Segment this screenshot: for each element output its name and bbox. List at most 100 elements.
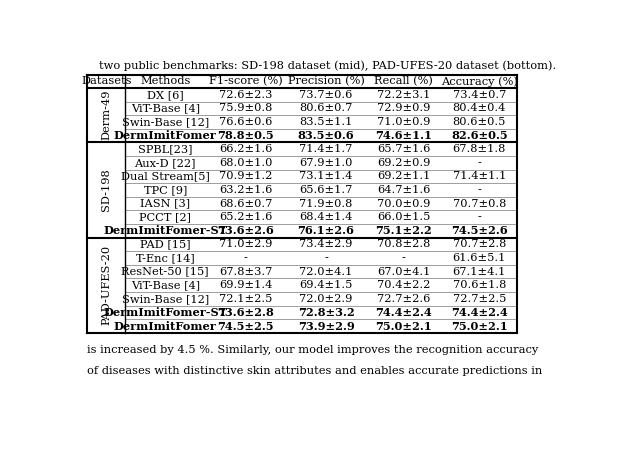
Text: DermImitFomer: DermImitFomer xyxy=(114,320,217,331)
Text: 67.8±1.8: 67.8±1.8 xyxy=(452,144,506,154)
Text: 71.9±0.8: 71.9±0.8 xyxy=(300,199,353,208)
Text: DermImitFomer-ST: DermImitFomer-ST xyxy=(103,307,227,318)
Text: -: - xyxy=(324,253,328,263)
Text: 83.5±1.1: 83.5±1.1 xyxy=(300,117,353,127)
Text: 71.0±0.9: 71.0±0.9 xyxy=(377,117,431,127)
Text: 73.1±1.4: 73.1±1.4 xyxy=(300,171,353,181)
Text: 70.0±0.9: 70.0±0.9 xyxy=(377,199,431,208)
Text: 73.7±0.6: 73.7±0.6 xyxy=(300,90,353,100)
Text: 72.7±2.6: 72.7±2.6 xyxy=(377,294,431,304)
Text: PAD [15]: PAD [15] xyxy=(140,240,191,249)
Text: 63.2±1.6: 63.2±1.6 xyxy=(219,185,273,195)
Text: 65.2±1.6: 65.2±1.6 xyxy=(219,212,273,222)
Text: 69.4±1.5: 69.4±1.5 xyxy=(300,280,353,290)
Text: 76.6±0.6: 76.6±0.6 xyxy=(219,117,273,127)
Text: 73.4±0.7: 73.4±0.7 xyxy=(452,90,506,100)
Text: 69.2±0.9: 69.2±0.9 xyxy=(377,158,431,168)
Text: 70.6±1.8: 70.6±1.8 xyxy=(452,280,506,290)
Text: 65.6±1.7: 65.6±1.7 xyxy=(300,185,353,195)
Text: 71.4±1.7: 71.4±1.7 xyxy=(300,144,353,154)
Text: 70.9±1.2: 70.9±1.2 xyxy=(219,171,273,181)
Text: Swin-Base [12]: Swin-Base [12] xyxy=(122,117,209,127)
Text: 72.2±3.1: 72.2±3.1 xyxy=(377,90,431,100)
Text: TPC [9]: TPC [9] xyxy=(143,185,187,195)
Text: Accuracy (%): Accuracy (%) xyxy=(441,76,518,86)
Text: two public benchmarks: SD-198 dataset (mid), PAD-UFES-20 dataset (bottom).: two public benchmarks: SD-198 dataset (m… xyxy=(99,61,557,71)
Text: 67.8±3.7: 67.8±3.7 xyxy=(219,267,273,277)
Text: Datasets: Datasets xyxy=(81,76,132,86)
Text: 66.0±1.5: 66.0±1.5 xyxy=(377,212,431,222)
Text: 74.6±1.1: 74.6±1.1 xyxy=(376,130,433,141)
Text: Swin-Base [12]: Swin-Base [12] xyxy=(122,294,209,304)
Text: 69.2±1.1: 69.2±1.1 xyxy=(377,171,431,181)
Text: PCCT [2]: PCCT [2] xyxy=(140,212,191,222)
Text: 68.6±0.7: 68.6±0.7 xyxy=(219,199,273,208)
Text: T-Enc [14]: T-Enc [14] xyxy=(136,253,195,263)
Text: 72.7±2.5: 72.7±2.5 xyxy=(452,294,506,304)
Text: 66.2±1.6: 66.2±1.6 xyxy=(219,144,273,154)
Text: 68.4±1.4: 68.4±1.4 xyxy=(300,212,353,222)
Text: SPBL[23]: SPBL[23] xyxy=(138,144,193,154)
Text: Methods: Methods xyxy=(140,76,191,86)
Text: 83.5±0.6: 83.5±0.6 xyxy=(298,130,355,141)
Text: is increased by 4.5 %. Similarly, our model improves the recognition accuracy: is increased by 4.5 %. Similarly, our mo… xyxy=(88,345,539,355)
Text: 70.7±0.8: 70.7±0.8 xyxy=(452,199,506,208)
Text: 82.6±0.5: 82.6±0.5 xyxy=(451,130,508,141)
Text: -: - xyxy=(477,185,481,195)
Text: -: - xyxy=(402,253,406,263)
Text: 72.0±4.1: 72.0±4.1 xyxy=(300,267,353,277)
Text: Precision (%): Precision (%) xyxy=(287,76,364,86)
Text: of diseases with distinctive skin attributes and enables accurate predictions in: of diseases with distinctive skin attrib… xyxy=(88,366,543,376)
Text: Derm-49: Derm-49 xyxy=(101,90,111,140)
Text: 71.4±1.1: 71.4±1.1 xyxy=(452,171,506,181)
Text: 74.4±2.4: 74.4±2.4 xyxy=(376,307,432,318)
Text: 80.6±0.5: 80.6±0.5 xyxy=(452,117,506,127)
Text: 80.4±0.4: 80.4±0.4 xyxy=(452,103,506,113)
Text: 61.6±5.1: 61.6±5.1 xyxy=(452,253,506,263)
Text: Recall (%): Recall (%) xyxy=(374,76,433,86)
Text: ViT-Base [4]: ViT-Base [4] xyxy=(131,280,200,290)
Text: 73.4±2.9: 73.4±2.9 xyxy=(300,240,353,249)
Text: ViT-Base [4]: ViT-Base [4] xyxy=(131,103,200,113)
Text: 72.1±2.5: 72.1±2.5 xyxy=(219,294,273,304)
Text: 73.6±2.6: 73.6±2.6 xyxy=(218,225,274,236)
Text: -: - xyxy=(477,158,481,168)
Text: 72.9±0.9: 72.9±0.9 xyxy=(377,103,431,113)
Text: 75.9±0.8: 75.9±0.8 xyxy=(219,103,273,113)
Text: Dual Stream[5]: Dual Stream[5] xyxy=(121,171,210,181)
Text: ResNet-50 [15]: ResNet-50 [15] xyxy=(122,267,209,277)
Text: 70.8±2.8: 70.8±2.8 xyxy=(377,240,431,249)
Text: 74.5±2.5: 74.5±2.5 xyxy=(218,320,274,331)
Text: 74.4±2.4: 74.4±2.4 xyxy=(451,307,508,318)
Text: 74.5±2.6: 74.5±2.6 xyxy=(451,225,508,236)
Text: Aux-D [22]: Aux-D [22] xyxy=(134,158,196,168)
Text: 69.9±1.4: 69.9±1.4 xyxy=(219,280,273,290)
Text: 71.0±2.9: 71.0±2.9 xyxy=(219,240,273,249)
Text: 67.9±1.0: 67.9±1.0 xyxy=(300,158,353,168)
Text: 72.8±3.2: 72.8±3.2 xyxy=(298,307,355,318)
Text: DermImitFomer: DermImitFomer xyxy=(114,130,217,141)
Text: 72.0±2.9: 72.0±2.9 xyxy=(300,294,353,304)
Text: 72.6±2.3: 72.6±2.3 xyxy=(219,90,273,100)
Text: 67.1±4.1: 67.1±4.1 xyxy=(452,267,506,277)
Text: 75.0±2.1: 75.0±2.1 xyxy=(376,320,432,331)
Text: -: - xyxy=(244,253,248,263)
Text: SD-198: SD-198 xyxy=(101,168,111,212)
Text: 76.1±2.6: 76.1±2.6 xyxy=(298,225,355,236)
Text: F1-score (%): F1-score (%) xyxy=(209,76,282,86)
Text: -: - xyxy=(477,212,481,222)
Text: 73.9±2.9: 73.9±2.9 xyxy=(298,320,355,331)
Text: DX [6]: DX [6] xyxy=(147,90,184,100)
Text: 75.1±2.2: 75.1±2.2 xyxy=(376,225,432,236)
Text: 78.8±0.5: 78.8±0.5 xyxy=(218,130,274,141)
Text: 70.4±2.2: 70.4±2.2 xyxy=(377,280,431,290)
Text: 67.0±4.1: 67.0±4.1 xyxy=(377,267,431,277)
Text: 73.6±2.8: 73.6±2.8 xyxy=(218,307,274,318)
Text: 68.0±1.0: 68.0±1.0 xyxy=(219,158,273,168)
Text: 64.7±1.6: 64.7±1.6 xyxy=(377,185,431,195)
Text: IASN [3]: IASN [3] xyxy=(140,199,190,208)
Text: 80.6±0.7: 80.6±0.7 xyxy=(300,103,353,113)
Text: 75.0±2.1: 75.0±2.1 xyxy=(451,320,508,331)
Text: DermImitFomer-ST: DermImitFomer-ST xyxy=(103,225,227,236)
Text: PAD-UFES-20: PAD-UFES-20 xyxy=(101,245,111,325)
